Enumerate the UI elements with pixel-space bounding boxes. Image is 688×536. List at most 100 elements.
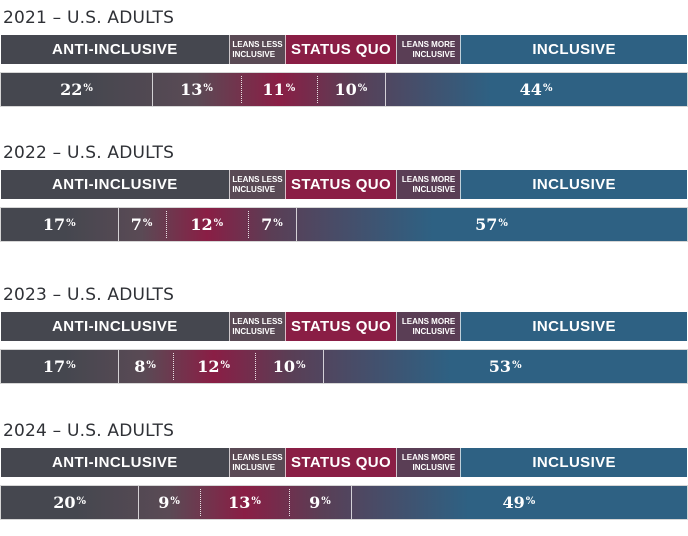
segment-inclusive: 44% [385, 73, 687, 106]
header-inclusive-label: INCLUSIVE [532, 176, 616, 193]
segment-value: 12 [197, 357, 220, 376]
segment-inclusive: 53% [323, 350, 687, 383]
percent-sign: % [146, 360, 156, 371]
segment-divider [138, 486, 140, 519]
segment-inclusive: 49% [351, 486, 687, 519]
segment-value: 11 [262, 80, 285, 99]
segment-divider [316, 76, 318, 103]
header-leans-less-inclusive-line-2: INCLUSIVE [232, 49, 276, 59]
chart-block: 2024 – U.S. ADULTS ANTI-INCLUSIVE LEANS LE… [0, 421, 688, 536]
header-leans-less-inclusive-line-2: INCLUSIVE [232, 462, 276, 472]
segment-leans-less-inclusive: 9% [138, 486, 200, 519]
percent-sign: % [285, 83, 296, 94]
header-leans-less-inclusive: LEANS LESS INCLUSIVE [228, 312, 286, 341]
segment-divider [289, 489, 291, 516]
header-status-quo: STATUS QUO [285, 312, 396, 341]
header-leans-more-inclusive-line-1: LEANS MORE [401, 453, 456, 462]
category-header: ANTI-INCLUSIVE LEANS LESS INCLUSIVE STATUS … [1, 170, 687, 199]
segment-status-quo: 11% [241, 73, 316, 106]
percent-sign: % [83, 83, 93, 94]
header-leans-more-inclusive-label: LEANS MORE INCLUSIVE [400, 40, 457, 59]
header-anti-inclusive: ANTI-INCLUSIVE [1, 170, 229, 199]
stacked-bar: 17% 8% 12% 10% 53% [1, 350, 687, 383]
category-header: ANTI-INCLUSIVE LEANS LESS INCLUSIVE STATUS … [1, 35, 687, 64]
segment-divider [241, 76, 243, 103]
header-leans-more-inclusive: LEANS MORE INCLUSIVE [395, 170, 461, 199]
header-leans-less-inclusive: LEANS LESS INCLUSIVE [228, 35, 286, 64]
percent-sign: % [213, 218, 224, 229]
header-inclusive: INCLUSIVE [460, 448, 687, 477]
header-status-quo: STATUS QUO [285, 448, 396, 477]
header-leans-more-inclusive-label: LEANS MORE INCLUSIVE [400, 175, 457, 194]
bar-gradient [1, 208, 687, 241]
header-leans-less-inclusive-label: LEANS LESS INCLUSIVE [230, 317, 284, 336]
segment-value: 44 [519, 80, 542, 99]
segment-divider [151, 73, 153, 106]
percent-sign: % [251, 496, 261, 507]
segment-leans-more-inclusive: 10% [255, 350, 324, 383]
stacked-bar: 20% 9% 13% 9% 49% [1, 486, 687, 519]
bar-gradient [1, 350, 687, 383]
segment-divider [199, 489, 201, 516]
header-inclusive-label: INCLUSIVE [532, 454, 616, 471]
segment-value: 9 [158, 493, 170, 512]
category-header: ANTI-INCLUSIVE LEANS LESS INCLUSIVE STATUS … [1, 312, 687, 341]
segment-value: 7 [261, 215, 273, 234]
segment-value: 12 [190, 215, 213, 234]
segment-value: 7 [130, 215, 142, 234]
percent-sign: % [273, 218, 283, 229]
segment-status-quo: 12% [166, 208, 248, 241]
header-leans-more-inclusive-label: LEANS MORE INCLUSIVE [400, 453, 457, 472]
stacked-bar: 22% 13% 11% 10% 44% [1, 73, 687, 106]
segment-leans-more-inclusive: 10% [317, 73, 386, 106]
segment-leans-more-inclusive: 9% [289, 486, 351, 519]
category-header: ANTI-INCLUSIVE LEANS LESS INCLUSIVE STATUS … [1, 448, 687, 477]
segment-value: 17 [42, 357, 66, 376]
header-leans-less-inclusive-label: LEANS LESS INCLUSIVE [230, 175, 284, 194]
chart-title: 2024 – U.S. ADULTS [3, 421, 175, 441]
header-leans-more-inclusive-line-1: LEANS MORE [401, 40, 456, 49]
chart-block: 2021 – U.S. ADULTS ANTI-INCLUSIVE LEANS LE… [0, 8, 688, 123]
segment-anti-inclusive: 22% [1, 73, 152, 106]
header-leans-more-inclusive-line-2: INCLUSIVE [412, 462, 456, 472]
percent-sign: % [142, 218, 153, 229]
stacked-bar: 17% 7% 12% 7% 57% [1, 208, 687, 241]
segment-value: 8 [134, 357, 146, 376]
header-status-quo-label: STATUS QUO [290, 454, 392, 471]
segment-status-quo: 13% [200, 486, 289, 519]
header-status-quo: STATUS QUO [285, 35, 396, 64]
header-anti-inclusive: ANTI-INCLUSIVE [1, 448, 229, 477]
header-leans-less-inclusive-line-1: LEANS LESS [232, 317, 283, 326]
segment-value: 13 [180, 80, 203, 99]
segment-divider [350, 486, 352, 519]
segment-value: 10 [334, 80, 357, 99]
header-leans-more-inclusive-line-1: LEANS MORE [401, 175, 456, 184]
header-leans-less-inclusive-line-2: INCLUSIVE [232, 184, 276, 194]
segment-divider [117, 208, 119, 241]
segment-divider [254, 353, 256, 380]
segment-value: 22 [60, 80, 83, 99]
header-anti-inclusive-label: ANTI-INCLUSIVE [52, 318, 178, 335]
percent-sign: % [321, 496, 331, 507]
header-inclusive-label: INCLUSIVE [532, 318, 616, 335]
segment-divider [247, 211, 249, 238]
header-leans-less-inclusive-line-1: LEANS LESS [232, 175, 283, 184]
header-leans-more-inclusive: LEANS MORE INCLUSIVE [395, 312, 461, 341]
segment-value: 20 [53, 493, 76, 512]
percent-sign: % [220, 360, 231, 371]
segment-value: 10 [272, 357, 295, 376]
header-inclusive-label: INCLUSIVE [532, 41, 616, 58]
header-leans-more-inclusive-line-1: LEANS MORE [401, 317, 456, 326]
percent-sign: % [512, 360, 522, 371]
percent-sign: % [66, 218, 76, 229]
segment-leans-less-inclusive: 13% [152, 73, 241, 106]
header-leans-more-inclusive: LEANS MORE INCLUSIVE [395, 448, 461, 477]
header-anti-inclusive-label: ANTI-INCLUSIVE [52, 176, 178, 193]
header-status-quo: STATUS QUO [285, 170, 396, 199]
header-inclusive: INCLUSIVE [460, 312, 687, 341]
header-status-quo-label: STATUS QUO [290, 41, 392, 58]
segment-value: 57 [475, 215, 498, 234]
header-status-quo-label: STATUS QUO [290, 318, 392, 335]
segment-anti-inclusive: 17% [1, 350, 118, 383]
chart-block: 2022 – U.S. ADULTS ANTI-INCLUSIVE LEANS LE… [0, 143, 688, 258]
